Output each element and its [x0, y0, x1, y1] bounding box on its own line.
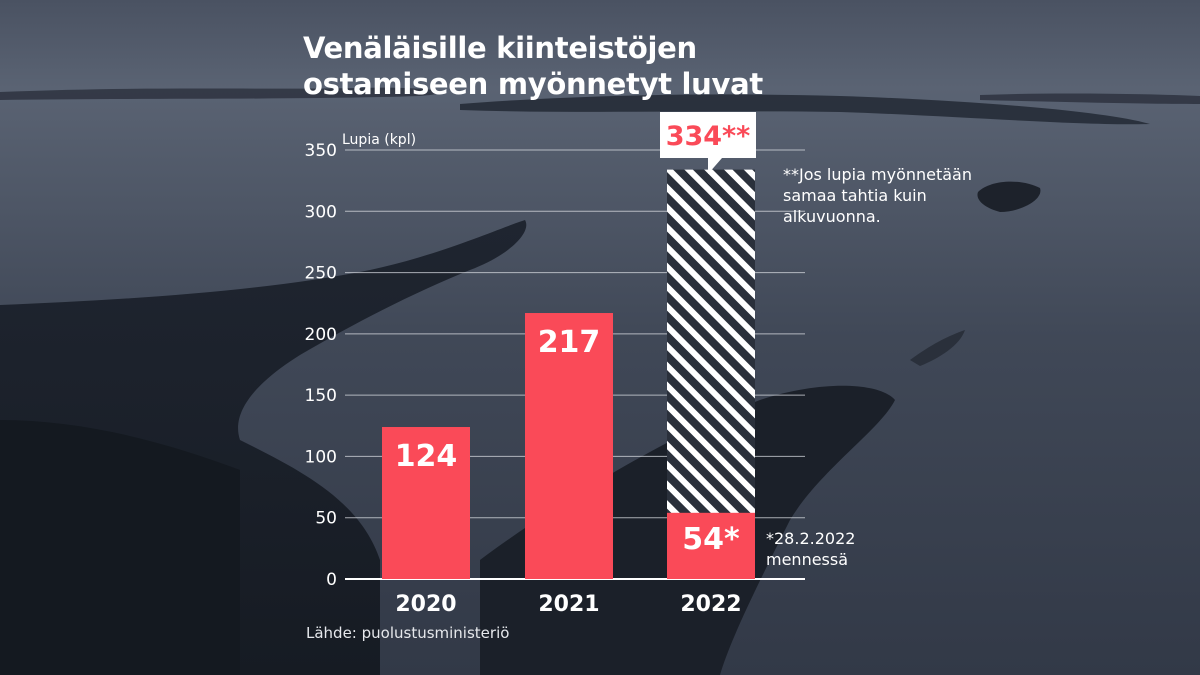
projection-note: **Jos lupia myönnetään samaa tahtia kuin… [783, 165, 972, 226]
projection-callout-box [660, 112, 756, 174]
projection-value-label: 334** [666, 121, 751, 152]
y-tick-label-200: 200 [305, 325, 337, 345]
chart-title: Venäläisille kiinteistöjen ostamiseen my… [303, 30, 863, 102]
y-tick-label-0: 0 [326, 570, 337, 590]
ytd-note: *28.2.2022 mennessä [766, 529, 856, 569]
bar-2021 [525, 313, 613, 579]
bar-value-label-2021: 217 [538, 325, 601, 360]
y-tick-label-350: 350 [305, 141, 337, 161]
projection-bar-2022 [667, 169, 755, 579]
bar-2022 [667, 512, 755, 579]
source-text: Lähde: puolustusministeriö [306, 624, 510, 642]
bar-value-label-2022: 54* [682, 522, 740, 557]
chart-title-line-1: Venäläisille kiinteistöjen [303, 31, 697, 65]
x-tick-label-2021: 2021 [538, 592, 599, 617]
bar-2020 [382, 427, 470, 579]
y-tick-label-50: 50 [315, 509, 337, 529]
y-axis-label: Lupia (kpl) [342, 132, 416, 148]
x-tick-label-2022: 2022 [680, 592, 741, 617]
y-tick-label-300: 300 [305, 202, 337, 222]
chart-title-line-2: ostamiseen myönnetyt luvat [303, 67, 763, 101]
bar-value-label-2020: 124 [395, 439, 458, 474]
y-tick-label-100: 100 [305, 447, 337, 467]
y-tick-label-150: 150 [305, 386, 337, 406]
y-tick-label-250: 250 [305, 264, 337, 284]
x-tick-label-2020: 2020 [395, 592, 456, 617]
